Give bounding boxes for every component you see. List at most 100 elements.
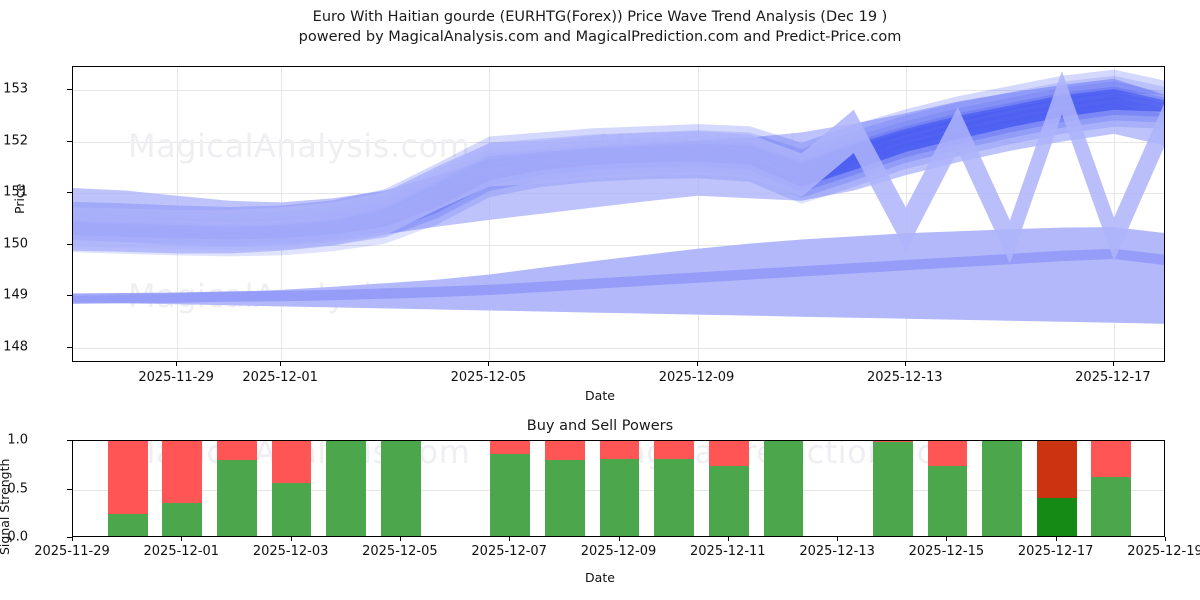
buy-power-segment — [872, 441, 913, 536]
signal-xtick-mark-2 — [290, 537, 292, 541]
price-ytick-153: 153 — [3, 81, 28, 97]
signal-bar[interactable] — [1091, 441, 1132, 536]
price-ytick-mark-3 — [67, 192, 72, 194]
band-zigzag-wave — [73, 71, 1164, 264]
signal-ytick-mark-0 — [67, 537, 72, 538]
buy-power-segment — [1091, 476, 1132, 536]
signal-xtick-2025-12-15: 2025-12-15 — [908, 544, 985, 559]
signal-chart: MagicalAnalysis.comMagicalPrediction.com — [72, 440, 1165, 537]
price-ytick-148: 148 — [3, 339, 28, 355]
buy-power-segment — [708, 466, 749, 536]
signal-xtick-2025-12-03: 2025-12-03 — [252, 544, 329, 559]
price-ytick-mark-0 — [67, 346, 72, 348]
price-ytick-mark-5 — [67, 89, 72, 91]
sell-power-segment — [1091, 441, 1132, 477]
signal-bar[interactable] — [654, 441, 694, 536]
price-xtick-2025-12-17: 2025-12-17 — [1075, 370, 1151, 385]
signal-bar[interactable] — [708, 441, 749, 536]
band-wave-ribbon-6 — [73, 103, 1164, 257]
sell-power-segment — [872, 441, 913, 442]
signal-xtick-mark-8 — [946, 537, 948, 541]
price-xtick-2025-12-13: 2025-12-13 — [866, 370, 943, 385]
signal-xtick-mark-7 — [837, 537, 839, 541]
signal-bar[interactable] — [490, 441, 531, 536]
price-gridline-y-0 — [73, 347, 1164, 349]
signal-bar[interactable] — [982, 441, 1022, 536]
price-ytick-151: 151 — [3, 184, 28, 200]
price-xtick-mark-3 — [696, 362, 698, 366]
buy-power-segment — [162, 503, 203, 536]
buy-power-segment — [490, 453, 531, 536]
price-xtick-2025-12-01: 2025-12-01 — [242, 370, 318, 385]
price-xtick-mark-0 — [176, 362, 178, 366]
signal-bar[interactable] — [927, 441, 968, 536]
signal-xtick-2025-12-01: 2025-12-01 — [143, 544, 220, 559]
buy-power-segment — [217, 460, 257, 536]
price-y-axis-label: Price — [12, 183, 27, 215]
buy-power-segment — [1036, 498, 1077, 536]
signal-xtick-2025-12-11: 2025-12-11 — [690, 544, 766, 559]
sell-power-segment — [544, 441, 585, 461]
signal-bar[interactable] — [763, 441, 804, 536]
sell-power-segment — [217, 441, 257, 461]
sell-power-segment — [162, 441, 203, 504]
band-lower-trend — [73, 248, 1164, 304]
signal-xtick-mark-5 — [618, 537, 620, 541]
signal-chart-title: Buy and Sell Powers — [526, 418, 674, 434]
signal-xtick-mark-3 — [399, 537, 401, 541]
price-xtick-2025-12-09: 2025-12-09 — [658, 370, 735, 385]
sell-power-segment — [490, 441, 531, 454]
signal-ytick-1.0: 1.0 — [7, 432, 28, 448]
signal-bar[interactable] — [381, 441, 421, 536]
signal-bar[interactable] — [162, 441, 203, 536]
title-line-1: Euro With Haitian gourde (EURHTG(Forex))… — [312, 9, 888, 25]
signal-y-axis-label: Signal Strength — [0, 458, 12, 555]
price-xtick-2025-12-05: 2025-12-05 — [450, 370, 527, 385]
signal-bar[interactable] — [599, 441, 640, 536]
price-gridline-y-5 — [73, 90, 1164, 92]
price-xtick-mark-2 — [488, 362, 490, 366]
signal-xtick-mark-9 — [1055, 537, 1057, 541]
price-x-axis-label: Date — [585, 388, 615, 403]
price-xtick-2025-11-29: 2025-11-29 — [138, 370, 214, 385]
signal-bar[interactable] — [217, 441, 257, 536]
sell-power-segment — [1036, 441, 1077, 499]
signal-xtick-2025-12-07: 2025-12-07 — [471, 544, 547, 559]
signal-bar[interactable] — [544, 441, 585, 536]
buy-power-segment — [107, 513, 148, 536]
price-chart: MagicalAnalysis.comMagicalPrediction.com… — [72, 66, 1165, 362]
signal-plot-frame: MagicalAnalysis.comMagicalPrediction.com — [72, 440, 1165, 537]
signal-xtick-mark-1 — [181, 537, 183, 541]
signal-ytick-0.5: 0.5 — [7, 481, 28, 496]
signal-bar[interactable] — [271, 441, 312, 536]
sell-power-segment — [708, 441, 749, 467]
signal-ytick-mark-2 — [67, 440, 72, 441]
signal-xtick-2025-11-29: 2025-11-29 — [34, 544, 110, 559]
price-ytick-mark-4 — [67, 140, 72, 142]
buy-power-segment — [654, 459, 694, 536]
sell-power-segment — [927, 441, 968, 467]
sell-power-segment — [654, 441, 694, 460]
signal-bar[interactable] — [872, 441, 913, 536]
price-plot-frame: MagicalAnalysis.comMagicalPrediction.com… — [72, 66, 1165, 362]
buy-power-segment — [982, 441, 1022, 536]
buy-power-segment — [326, 441, 367, 536]
signal-xtick-mark-6 — [727, 537, 729, 541]
sell-power-segment — [271, 441, 312, 483]
signal-xtick-2025-12-09: 2025-12-09 — [580, 544, 657, 559]
signal-x-axis-label: Date — [585, 570, 615, 585]
price-gridline-x-3 — [697, 67, 699, 361]
signal-bar[interactable] — [107, 441, 148, 536]
signal-ytick-mark-1 — [67, 488, 72, 490]
title-line-2: powered by MagicalAnalysis.com and Magic… — [298, 28, 902, 45]
signal-xtick-mark-0 — [72, 537, 73, 541]
price-xtick-mark-4 — [904, 362, 906, 366]
buy-power-segment — [927, 466, 968, 536]
signal-bar[interactable] — [326, 441, 367, 536]
price-ytick-mark-1 — [67, 295, 72, 297]
signal-xtick-2025-12-13: 2025-12-13 — [799, 544, 875, 559]
signal-bar[interactable] — [1036, 441, 1077, 536]
signal-xtick-2025-12-05: 2025-12-05 — [362, 544, 438, 559]
price-wave-bands — [73, 69, 1164, 324]
signal-xtick-mark-10 — [1165, 537, 1166, 541]
